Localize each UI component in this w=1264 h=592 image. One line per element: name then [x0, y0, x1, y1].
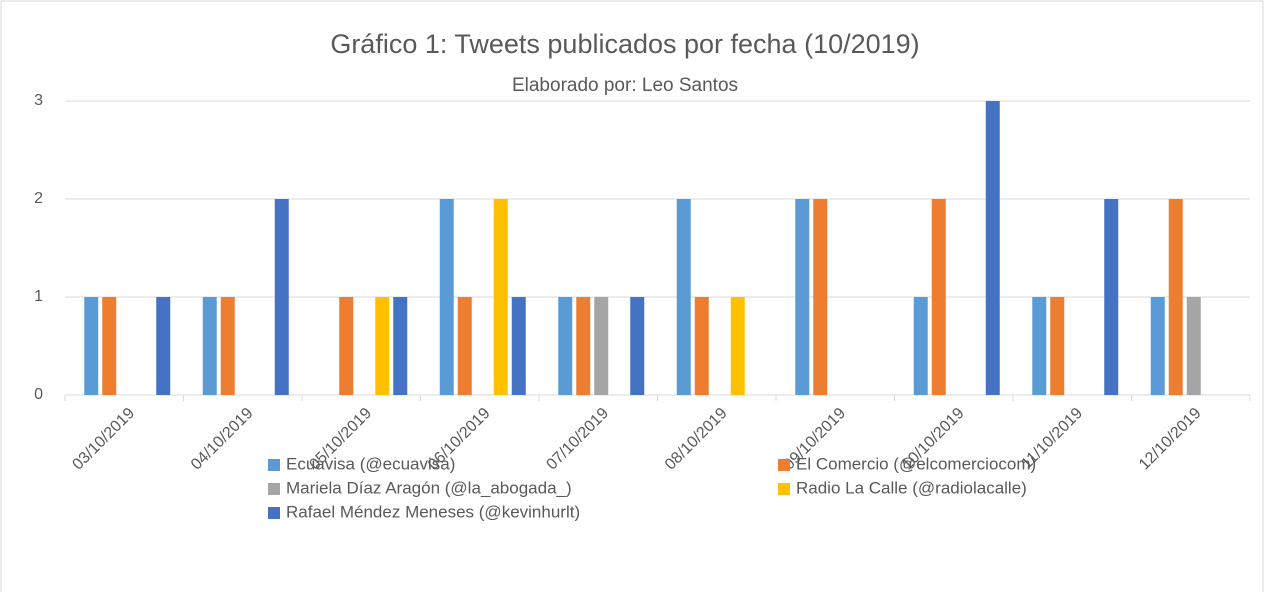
bar [1186, 297, 1201, 395]
bar [393, 297, 408, 395]
legend-label: Ecuavisa (@ecuavisa) [286, 454, 455, 473]
bar [931, 199, 946, 395]
bar [274, 199, 289, 395]
legend-swatch [268, 483, 280, 495]
bar [1150, 297, 1165, 395]
bar [220, 297, 235, 395]
legend-label: Rafael Méndez Meneses (@kevinhurlt) [286, 502, 580, 521]
legend-swatch [778, 483, 790, 495]
bar [493, 199, 508, 395]
bar [439, 199, 454, 395]
chart-subtitle: Elaborado por: Leo Santos [512, 75, 738, 96]
bar [339, 297, 354, 395]
bar [1032, 297, 1047, 395]
bar [457, 297, 472, 395]
bar [985, 101, 1000, 395]
bar [694, 297, 709, 395]
bar [84, 297, 99, 395]
legend-label: Radio La Calle (@radiolacalle) [796, 478, 1027, 497]
bar [1050, 297, 1065, 395]
bar [156, 297, 171, 395]
y-tick-label: 0 [34, 386, 43, 403]
bar [1168, 199, 1183, 395]
bar [576, 297, 591, 395]
bar [795, 199, 810, 395]
bar [558, 297, 573, 395]
bar [1104, 199, 1119, 395]
bar [102, 297, 117, 395]
bar [730, 297, 745, 395]
bar [813, 199, 828, 395]
y-tick-label: 1 [34, 288, 43, 305]
bar [511, 297, 526, 395]
legend-label: El Comercio (@elcomerciocom) [796, 454, 1036, 473]
legend-swatch [268, 507, 280, 519]
bar [594, 297, 609, 395]
legend-swatch [268, 459, 280, 471]
legend-label: Mariela Díaz Aragón (@la_abogada_) [286, 478, 572, 497]
bar [913, 297, 928, 395]
chart-title: Gráfico 1: Tweets publicados por fecha (… [330, 29, 919, 59]
legend-swatch [778, 459, 790, 471]
bar [375, 297, 390, 395]
bar [630, 297, 645, 395]
y-tick-label: 2 [34, 190, 43, 207]
bar [676, 199, 691, 395]
y-tick-label: 3 [34, 92, 43, 109]
bar [202, 297, 217, 395]
